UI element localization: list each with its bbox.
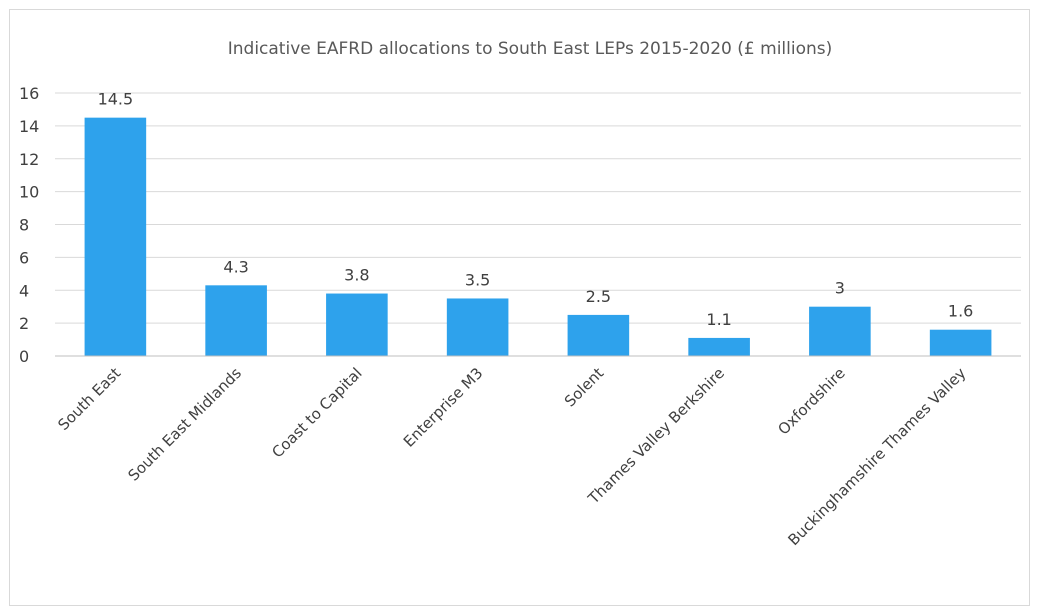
chart-title: Indicative EAFRD allocations to South Ea… — [228, 39, 833, 59]
data-label: 1.6 — [948, 302, 973, 321]
category-label: South East Midlands — [125, 364, 246, 485]
y-tick-label: 14 — [19, 117, 39, 136]
bar — [567, 314, 630, 356]
data-label: 4.3 — [223, 257, 248, 276]
data-label: 14.5 — [98, 90, 134, 109]
y-tick-label: 4 — [19, 281, 29, 300]
y-tick-label: 2 — [19, 314, 29, 333]
category-label: South East — [54, 364, 124, 434]
category-label: Thames Valley Berkshire — [584, 364, 728, 508]
bar — [84, 117, 147, 356]
y-axis-tick-labels: 0 2 4 6 8 10 12 14 16 — [19, 84, 39, 366]
y-tick-label: 6 — [19, 248, 29, 267]
category-label: Solent — [561, 364, 607, 410]
data-labels: 14.5 4.3 3.8 3.5 2.5 1.1 3 1.6 — [98, 90, 974, 329]
x-axis-category-labels: South East South East Midlands Coast to Ca… — [54, 364, 969, 549]
data-label: 1.1 — [706, 310, 731, 329]
y-tick-label: 16 — [19, 84, 39, 103]
bar — [809, 306, 871, 356]
bar — [326, 293, 388, 356]
data-label: 2.5 — [586, 287, 611, 306]
y-tick-label: 0 — [19, 347, 29, 366]
bar — [929, 329, 992, 356]
bar — [205, 285, 267, 356]
data-label: 3.5 — [465, 270, 490, 289]
gridlines — [55, 92, 1021, 324]
bar — [688, 337, 750, 356]
bars — [84, 117, 992, 356]
y-tick-label: 10 — [19, 183, 39, 202]
category-label: Oxfordshire — [774, 364, 848, 438]
data-label: 3.8 — [344, 266, 369, 285]
data-label: 3 — [835, 279, 845, 298]
chart-area: Indicative EAFRD allocations to South Ea… — [9, 9, 1030, 606]
bar — [446, 298, 509, 356]
category-label: Enterprise M3 — [400, 364, 487, 451]
y-tick-label: 12 — [19, 150, 39, 169]
y-tick-label: 8 — [19, 216, 29, 235]
bar-chart: Indicative EAFRD allocations to South Ea… — [19, 39, 1021, 549]
category-label: Coast to Capital — [268, 364, 365, 461]
